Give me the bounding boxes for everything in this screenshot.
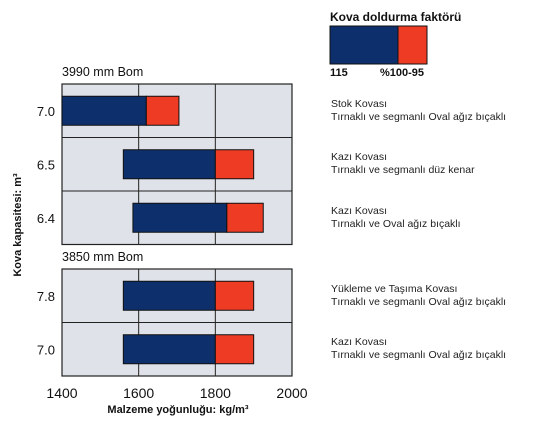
legend-label-115: 115 xyxy=(330,67,348,79)
bucket-type: Kazı Kovası xyxy=(331,336,388,349)
legend-label-100-95: %100-95 xyxy=(380,67,424,79)
capacity-tick-label: 6.5 xyxy=(37,157,55,172)
bar-segment-100-95 xyxy=(226,202,264,233)
bar-segment-100-95 xyxy=(145,95,180,126)
x-tick-label: 1400 xyxy=(46,385,77,401)
bar-segment-115 xyxy=(122,149,216,180)
bucket-description: Kazı Kovası Tırnaklı ve segmanlı düz kena… xyxy=(331,151,475,177)
bucket-edge-type: Tırnaklı ve segmanlı Oval ağız bıçaklı xyxy=(331,349,507,362)
bar-segment-100-95 xyxy=(214,149,255,180)
capacity-tick-label: 7.0 xyxy=(37,104,55,119)
bucket-description: Stok Kovası Tırnaklı ve segmanlı Oval ağı… xyxy=(331,98,506,124)
bucket-type: Kazı Kovası xyxy=(331,204,388,217)
bar-segment-115 xyxy=(122,334,216,365)
capacity-tick-label: 7.8 xyxy=(37,289,55,304)
x-tick-label: 1800 xyxy=(200,385,231,401)
bucket-edge-type: Tırnaklı ve Oval ağız bıçaklı xyxy=(331,217,461,230)
capacity-tick-label: 7.0 xyxy=(37,342,55,357)
bucket-description: Kazı Kovası Tırnaklı ve segmanlı Oval ağı… xyxy=(331,336,506,362)
x-tick-labels: 1400 1600 1800 2000 xyxy=(46,385,307,401)
capacity-tick-label: 6.4 xyxy=(37,211,55,226)
bucket-edge-type: Tırnaklı ve segmanlı Oval ağız bıçaklı xyxy=(331,110,507,123)
legend-title: Kova doldurma faktörü xyxy=(330,10,461,24)
group-title: 3990 mm Bom xyxy=(62,65,143,79)
bucket-type: Stok Kovası xyxy=(331,97,388,110)
bucket-edge-type: Tırnaklı ve segmanlı düz kenar xyxy=(331,164,475,177)
group-title: 3850 mm Bom xyxy=(62,250,143,264)
bar-segment-115 xyxy=(61,95,147,126)
bucket-edge-type: Tırnaklı ve segmanlı Oval ağız bıçaklı xyxy=(331,295,507,308)
x-axis-label: Malzeme yoğunluğu: kg/m³ xyxy=(107,404,249,416)
bar-segment-100-95 xyxy=(214,280,255,311)
legend-swatch-115 xyxy=(329,25,399,65)
bar-segment-115 xyxy=(132,202,228,233)
chart-panels: 3990 mm Bom 7.0 6.5 6.4 3850 mm Bom 7.8 7.0 xyxy=(37,65,293,377)
legend-swatch-100-95 xyxy=(397,25,428,65)
bucket-description: Kazı Kovası Tırnaklı ve Oval ağız bıçaklı xyxy=(331,205,461,231)
bucket-description: Yükleme ve Taşıma Kovası Tırnaklı ve segm… xyxy=(331,283,506,309)
x-tick-label: 1600 xyxy=(123,385,154,401)
bar-segment-100-95 xyxy=(214,334,255,365)
bucket-type: Kazı Kovası xyxy=(331,151,388,164)
bucket-type: Yükleme ve Taşıma Kovası xyxy=(331,282,458,295)
bar-segment-115 xyxy=(122,280,216,311)
x-tick-label: 2000 xyxy=(276,385,307,401)
y-axis-label: Kova kapasitesi: m³ xyxy=(12,173,24,277)
